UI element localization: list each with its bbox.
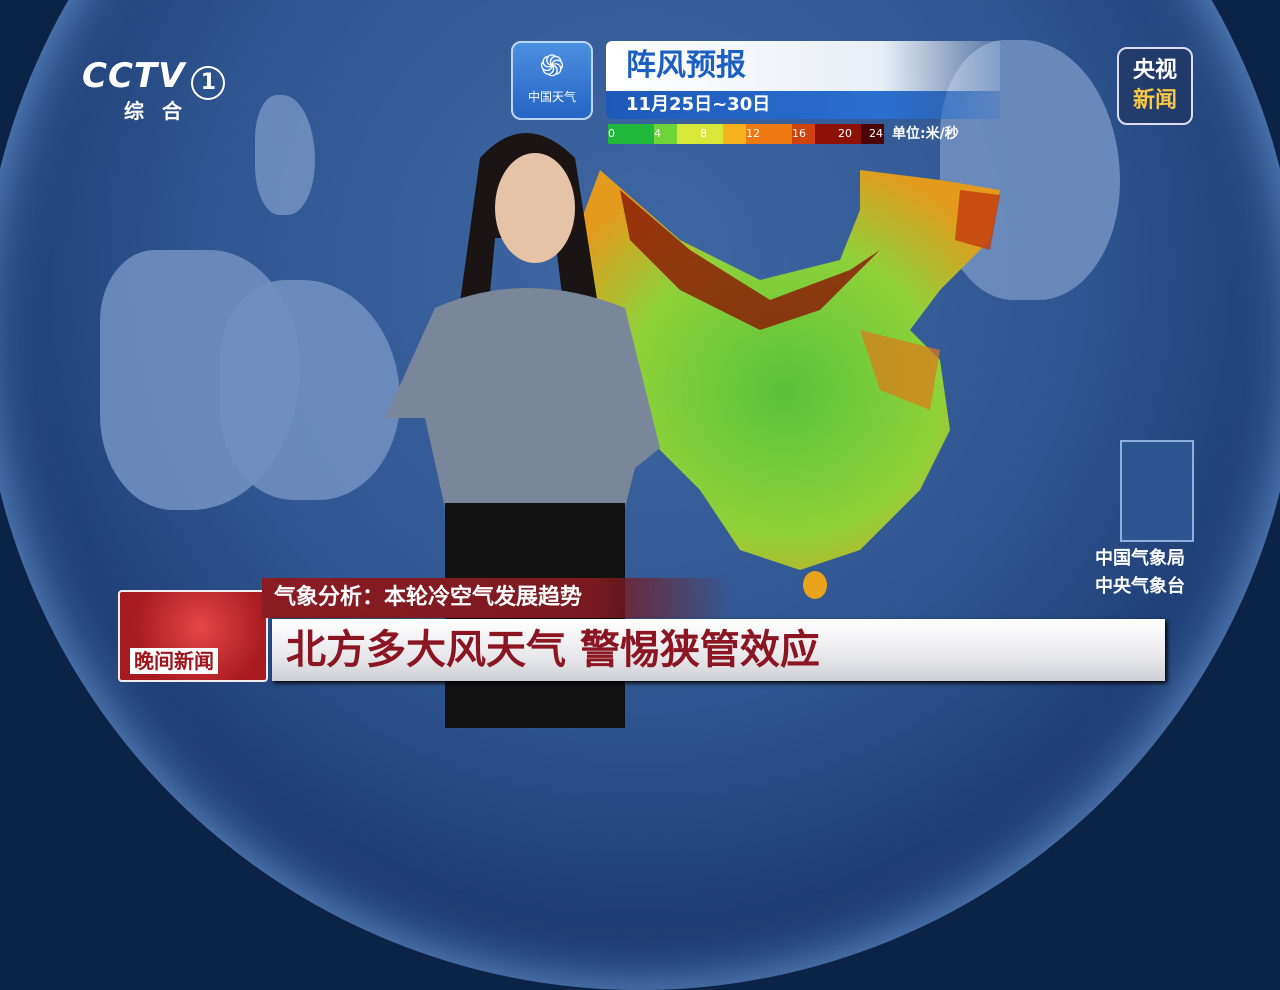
- logo-line2: 新闻: [1132, 88, 1177, 113]
- legend-swatch: 20: [838, 124, 861, 144]
- cctv-wordmark: CCTV: [82, 56, 186, 96]
- forecast-date-range: 11月25日~30日: [606, 91, 1000, 119]
- channel-name: 综合: [124, 99, 200, 123]
- legend-swatch: 4: [654, 124, 677, 144]
- landmass: [255, 95, 315, 215]
- swirl-icon: ֍: [539, 49, 565, 84]
- legend-swatch: [769, 124, 792, 144]
- source-line1: 中国气象局: [1095, 548, 1185, 569]
- source-line2: 中央气象台: [1095, 576, 1185, 597]
- forecast-title: 阵风预报: [606, 41, 1000, 91]
- channel-number: 1: [191, 65, 226, 100]
- legend-swatch: [677, 124, 700, 144]
- legend-swatch: 24: [861, 124, 884, 144]
- legend-swatch: [723, 124, 746, 144]
- logo-line1: 央视: [1132, 58, 1177, 83]
- program-badge: 晚间新闻: [118, 590, 268, 682]
- legend-swatch: 8: [700, 124, 723, 144]
- legend-swatch: 16: [792, 124, 815, 144]
- china-weather-logo: ֍ 中国天气: [511, 41, 593, 120]
- legend-swatch: [815, 124, 838, 144]
- legend-swatch: [631, 124, 654, 144]
- source-credit: 中国气象局 中央气象台: [1095, 545, 1185, 601]
- legend-unit: 单位:米/秒: [892, 126, 959, 142]
- gust-forecast-map: [570, 170, 1000, 599]
- headline-bar: 北方多大风天气 警惕狭管效应: [272, 619, 1165, 681]
- cctv-news-logo: 央视 新闻: [1117, 47, 1193, 125]
- south-china-sea-inset: [1120, 440, 1194, 542]
- brand-name: 中国天气: [527, 90, 576, 104]
- legend-swatch: 0: [608, 124, 631, 144]
- landmass: [220, 280, 400, 500]
- wind-speed-legend: 0 4 8 12 16 20 24: [608, 124, 884, 144]
- channel-logo: CCTV 1 综合: [82, 56, 226, 124]
- topic-bar: 气象分析：本轮冷空气发展趋势: [262, 578, 732, 618]
- program-name: 晚间新闻: [130, 648, 218, 674]
- legend-swatch: 12: [746, 124, 769, 144]
